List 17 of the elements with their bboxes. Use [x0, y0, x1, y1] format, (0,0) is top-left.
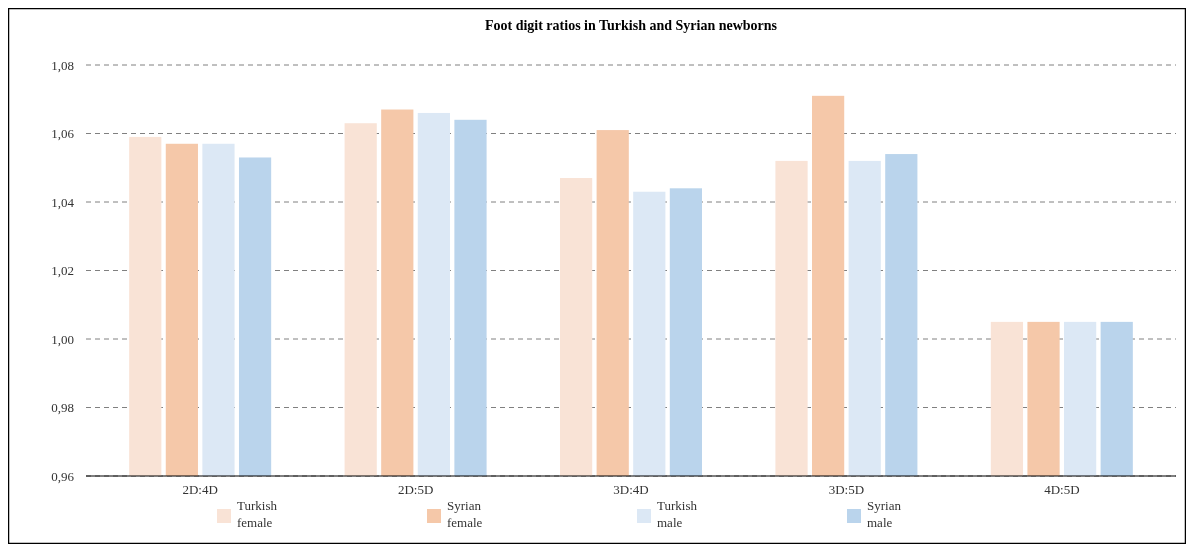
x-tick-label: 2D:5D — [397, 482, 434, 497]
legend-label: Syrian female — [447, 497, 483, 530]
x-tick-label: 3D:5D — [828, 482, 865, 497]
y-tick-label: 1,00 — [51, 331, 74, 347]
legend-label: Turkish male — [657, 497, 698, 530]
y-tick-label: 0,98 — [51, 400, 74, 416]
legend-label: Turkish female — [237, 497, 278, 530]
y-tick-label: 1,08 — [51, 57, 74, 73]
chart-title: Foot digit ratios in Turkish and Syrian newborns — [484, 18, 778, 33]
x-tick-label: 4D:5D — [1044, 482, 1080, 497]
x-tick-label: 3D:4D — [613, 482, 649, 497]
legend-label: Syrian male — [867, 497, 902, 530]
y-tick-label: 1,02 — [51, 263, 74, 279]
y-tick-label: 1,06 — [51, 126, 75, 142]
y-tick-label: 1,04 — [51, 194, 75, 210]
y-tick-label: 0,96 — [51, 468, 75, 484]
x-tick-label: 2D:4D — [182, 482, 218, 497]
